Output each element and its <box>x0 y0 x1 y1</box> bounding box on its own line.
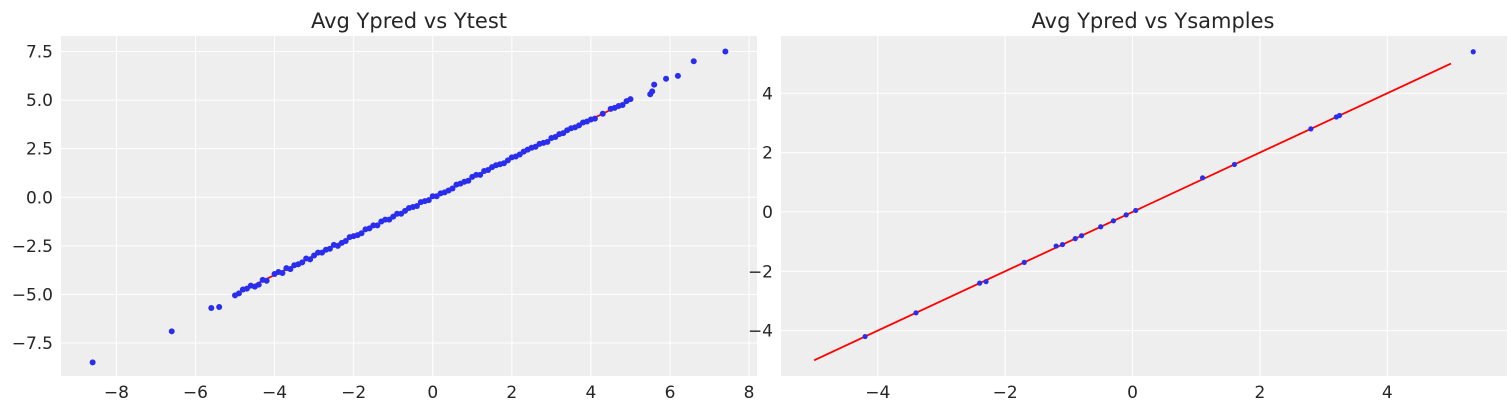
data-point <box>449 185 456 192</box>
data-point <box>722 48 729 55</box>
x-tick-label: −2 <box>993 383 1018 403</box>
data-point <box>1059 241 1066 248</box>
data-point <box>862 333 868 340</box>
data-point <box>544 138 551 145</box>
data-point <box>649 88 656 95</box>
y-ticks-ytest: −7.5 −5.0 −2.5 0.0 2.5 5.0 7.5 <box>12 43 53 354</box>
data-point <box>674 72 681 79</box>
data-point <box>619 101 626 108</box>
data-point <box>326 245 333 252</box>
y-tick-label: 0.0 <box>26 188 53 208</box>
data-point <box>287 266 294 273</box>
y-tick-label: 2 <box>762 144 773 164</box>
data-point <box>358 230 365 237</box>
identity-line <box>813 62 1452 362</box>
data-point <box>235 290 242 297</box>
data-point <box>983 279 989 285</box>
y-ticks-ysamples: −4 −2 0 2 4 <box>748 84 773 341</box>
x-tick-label: −6 <box>183 383 208 403</box>
x-ticks-ysamples: −4 −2 0 2 4 <box>865 383 1392 403</box>
data-point <box>413 203 420 209</box>
chart-ytest: −8 −6 −4 −2 0 2 4 6 8 −7.5 −5.0 −2.5 0.0 2.5 5.0 7.5 A… <box>12 9 757 403</box>
data-point <box>89 359 96 366</box>
data-point <box>1199 175 1206 181</box>
x-tick-label: −4 <box>865 383 890 403</box>
data-point <box>279 270 286 277</box>
data-point <box>307 256 314 263</box>
data-point <box>425 197 432 204</box>
data-point <box>913 310 919 316</box>
data-point <box>1470 49 1476 55</box>
data-point <box>1053 243 1059 249</box>
data-point <box>255 281 262 288</box>
x-tick-label: 4 <box>585 383 596 403</box>
x-tick-label: 4 <box>1382 383 1393 403</box>
data-point <box>299 259 306 266</box>
y-tick-label: −5.0 <box>12 285 53 305</box>
y-tick-label: 2.5 <box>26 140 53 160</box>
data-point <box>1098 224 1104 230</box>
x-tick-label: 0 <box>1127 383 1138 403</box>
data-point <box>1110 218 1117 224</box>
x-tick-label: 6 <box>665 383 676 403</box>
y-tick-label: −2.5 <box>12 237 53 257</box>
y-tick-label: −4 <box>748 322 773 342</box>
data-point <box>1231 161 1238 168</box>
y-tick-label: 4 <box>762 84 773 104</box>
x-tick-label: 0 <box>427 383 438 403</box>
line-ysamples <box>813 62 1452 362</box>
data-point <box>374 222 381 229</box>
grid-ytest <box>61 36 757 376</box>
data-point <box>1308 126 1314 132</box>
x-tick-label: −8 <box>104 383 129 403</box>
chart-title-ytest: Avg Ypred vs Ytest <box>311 9 507 33</box>
data-point <box>651 81 658 88</box>
data-point <box>168 328 175 335</box>
x-tick-label: 8 <box>744 383 755 403</box>
data-point <box>208 305 215 311</box>
x-tick-label: 2 <box>506 383 517 403</box>
data-point <box>627 96 634 103</box>
chart-title-ysamples: Avg Ypred vs Ysamples <box>1032 9 1275 33</box>
x-ticks-ytest: −8 −6 −4 −2 0 2 4 6 8 <box>104 383 755 403</box>
data-point <box>477 171 484 178</box>
x-tick-label: −4 <box>262 383 287 403</box>
data-point <box>216 304 223 311</box>
x-tick-label: −2 <box>341 383 366 403</box>
data-point <box>1072 236 1078 242</box>
data-point <box>1336 112 1343 119</box>
y-tick-label: 7.5 <box>26 43 53 63</box>
data-point <box>465 177 472 184</box>
data-point <box>1078 233 1085 239</box>
points-ysamples <box>862 49 1476 340</box>
data-point <box>263 277 270 284</box>
y-tick-label: −2 <box>748 262 773 282</box>
data-point <box>690 58 697 65</box>
data-point <box>342 237 349 244</box>
data-point <box>1133 207 1139 214</box>
data-point <box>599 110 606 117</box>
data-point <box>1123 212 1129 218</box>
data-point <box>591 115 598 122</box>
y-tick-label: 0 <box>762 203 773 223</box>
x-tick-label: 2 <box>1254 383 1265 403</box>
data-point <box>977 280 983 286</box>
y-tick-label: −7.5 <box>12 334 53 354</box>
points-ytest <box>89 48 729 366</box>
data-point <box>663 75 670 82</box>
y-tick-label: 5.0 <box>26 91 53 111</box>
data-point <box>1021 259 1027 265</box>
chart-ysamples: −4 −2 0 2 4 −4 −2 0 2 4 Avg Ypred vs Ysamples <box>748 9 1507 403</box>
